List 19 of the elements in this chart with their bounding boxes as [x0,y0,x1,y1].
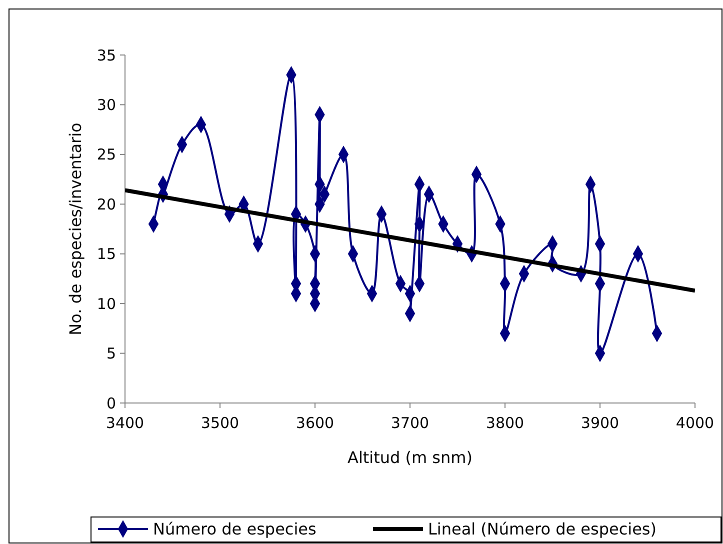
x-tick-label: 3800 [486,414,524,432]
x-tick-label: 3400 [106,414,144,432]
x-axis-title: Altitud (m snm) [348,448,472,467]
y-tick-label: 0 [106,394,116,412]
y-tick-label: 15 [96,245,116,264]
y-tick-label: 5 [106,344,116,363]
x-tick-label: 4000 [676,414,714,432]
x-tick-label: 3900 [580,414,620,432]
legend-label: Número de especies [153,520,316,539]
y-tick-label: 20 [96,195,116,214]
x-tick-label: 3500 [200,414,240,432]
y-axis-title: No. de especies/inventario [66,122,85,336]
y-tick-label: 30 [96,96,116,114]
y-tick-label: 35 [96,46,116,64]
y-tick-label: 10 [96,294,116,313]
x-tick-label: 3700 [390,414,430,432]
y-tick-label: 25 [96,146,116,164]
legend-label: Lineal (Número de especies) [428,520,656,539]
x-tick-label: 3600 [296,414,334,432]
